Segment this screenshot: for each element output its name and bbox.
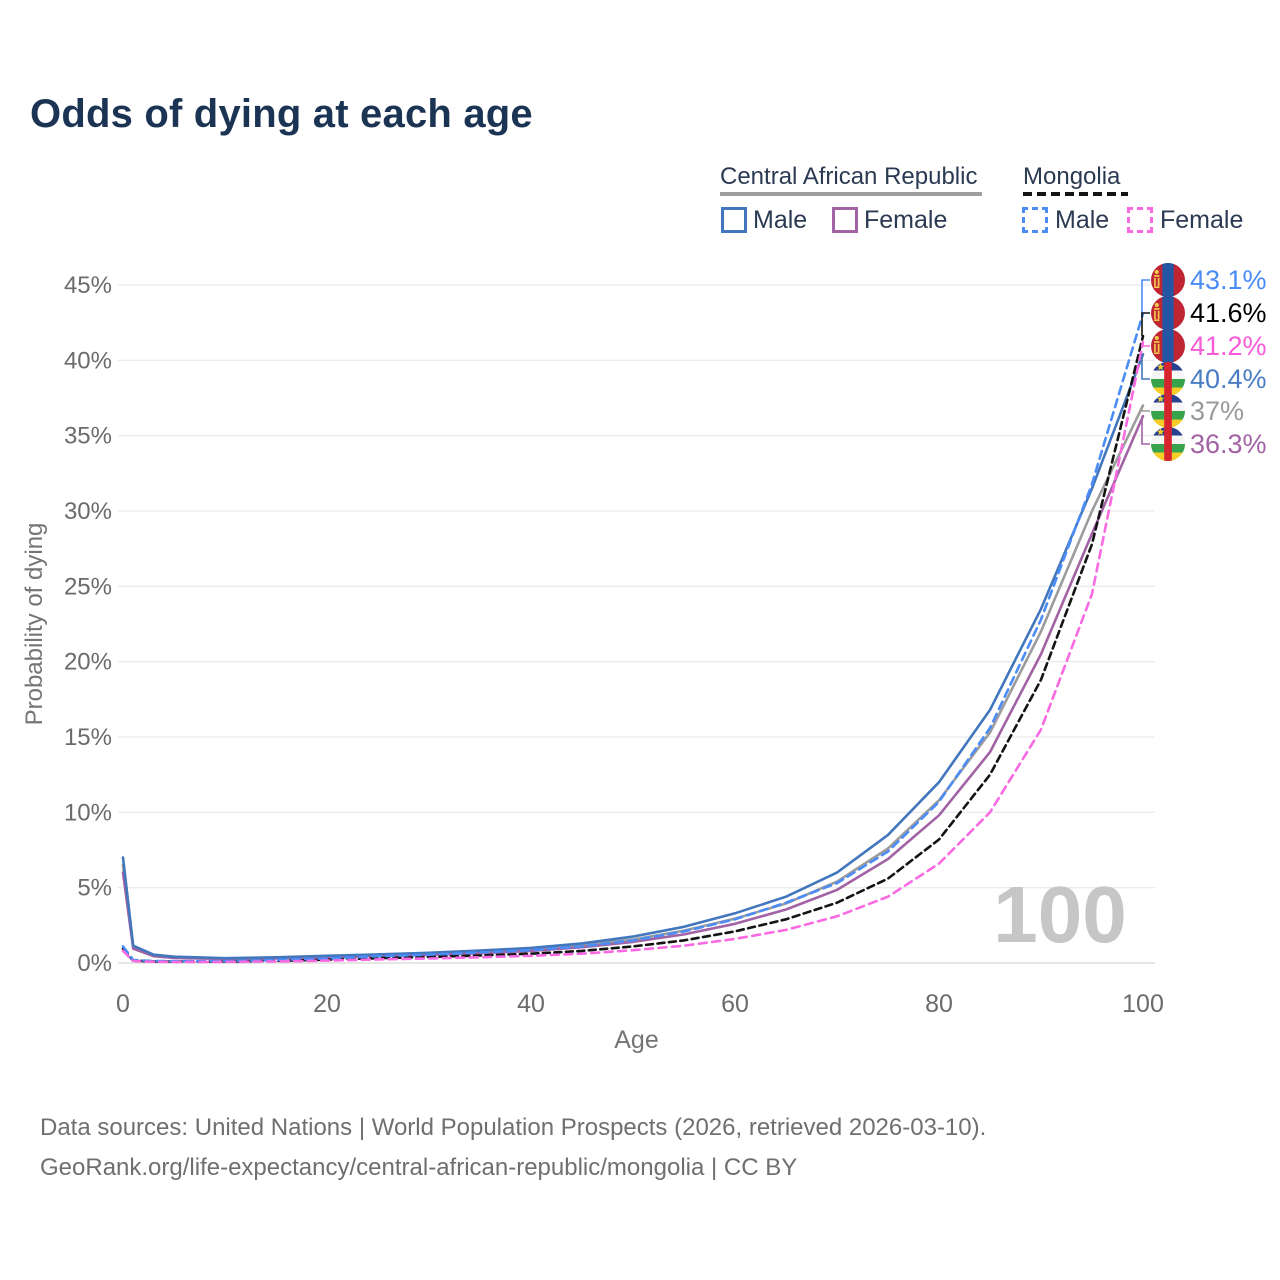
y-tick-label-25: 25% (64, 573, 112, 600)
end-label-mongolia-male[interactable]: 43.1% (1141, 265, 1267, 314)
legend-swatch-car-male[interactable] (721, 207, 747, 233)
legend-label-mongolia-female[interactable]: Female (1160, 206, 1244, 234)
leader-line (1141, 354, 1150, 380)
x-tick-label-40: 40 (517, 990, 545, 1018)
x-tick-label-20: 20 (313, 990, 341, 1018)
age-watermark: 100 (993, 870, 1126, 959)
end-label-value: 36.3% (1190, 429, 1267, 459)
legend-swatch-mongolia-male[interactable] (1022, 207, 1048, 233)
legend-label-car-female[interactable]: Female (864, 206, 948, 234)
data-source-footer: Data sources: United Nations | World Pop… (40, 1108, 986, 1188)
y-tick-label-10: 10% (64, 799, 112, 826)
y-tick-label-0: 0% (77, 950, 112, 977)
legend-label-mongolia-male[interactable]: Male (1055, 206, 1110, 234)
flag-icon-central-african-republic (1151, 427, 1185, 461)
end-label-central-african-republic-female[interactable]: 36.3% (1141, 416, 1267, 459)
y-tick-label-5: 5% (77, 875, 112, 902)
leader-line (1141, 405, 1150, 412)
chart-legend: Central African Republic Male Female Mon… (0, 0, 1280, 250)
footer-sources-line: Data sources: United Nations | World Pop… (40, 1114, 987, 1141)
leader-line (1141, 279, 1150, 314)
legend-group-title-mongolia: Mongolia (1023, 163, 1121, 190)
end-label-value: 40.4% (1190, 364, 1267, 394)
legend-group-title-car: Central African Republic (720, 163, 978, 190)
flag-icon-central-african-republic (1151, 394, 1185, 428)
y-tick-label-20: 20% (64, 649, 112, 676)
end-label-value: 43.1% (1190, 265, 1267, 295)
legend-swatch-car-female[interactable] (832, 207, 858, 233)
end-label-mongolia-both[interactable]: 41.6% (1141, 298, 1267, 337)
y-tick-label-30: 30% (64, 498, 112, 525)
leader-line (1141, 416, 1150, 445)
leader-line (1141, 342, 1150, 347)
x-axis-title: Age (614, 1026, 658, 1054)
y-tick-label-15: 15% (64, 724, 112, 751)
x-tick-label-80: 80 (925, 990, 953, 1018)
series-line-mongolia-female[interactable] (121, 340, 1145, 964)
legend-underline-mongolia-dashed-line (1023, 192, 1128, 196)
end-label-central-african-republic-both[interactable]: 37% (1141, 396, 1244, 426)
series-line-central-african-republic-female[interactable] (121, 414, 1145, 961)
flag-icon-mongolia (1151, 296, 1185, 330)
legend-underline-car-solid-line (720, 192, 982, 196)
y-tick-label-35: 35% (64, 423, 112, 450)
y-tick-label-45: 45% (64, 272, 112, 299)
x-tick-label-0: 0 (116, 990, 130, 1018)
series-line-central-african-republic-both[interactable] (121, 404, 1145, 960)
legend-label-car-male[interactable]: Male (753, 206, 808, 234)
series-line-mongolia-male[interactable] (121, 312, 1145, 963)
end-label-central-african-republic-male[interactable]: 40.4% (1141, 354, 1267, 394)
series-line-central-african-republic-male[interactable] (121, 352, 1145, 960)
leader-line (1141, 312, 1150, 337)
end-label-value: 41.6% (1190, 298, 1267, 328)
x-tick-label-100: 100 (1122, 990, 1164, 1018)
page-title: Odds of dying at each age (30, 92, 533, 136)
series-line-mongolia-both[interactable] (121, 334, 1145, 963)
footer-url-line: GeoRank.org/life-expectancy/central-afri… (40, 1154, 798, 1181)
y-axis-title: Probability of dying (21, 523, 48, 726)
y-tick-label-40: 40% (64, 347, 112, 374)
end-label-value: 37% (1190, 396, 1244, 426)
x-tick-label-60: 60 (721, 990, 749, 1018)
legend-swatch-mongolia-female[interactable] (1127, 207, 1153, 233)
end-label-value: 41.2% (1190, 331, 1267, 361)
flag-icon-mongolia (1151, 263, 1185, 297)
flag-icon-mongolia (1151, 329, 1185, 363)
flag-icon-central-african-republic (1151, 362, 1185, 396)
end-label-mongolia-female[interactable]: 41.2% (1141, 331, 1267, 361)
